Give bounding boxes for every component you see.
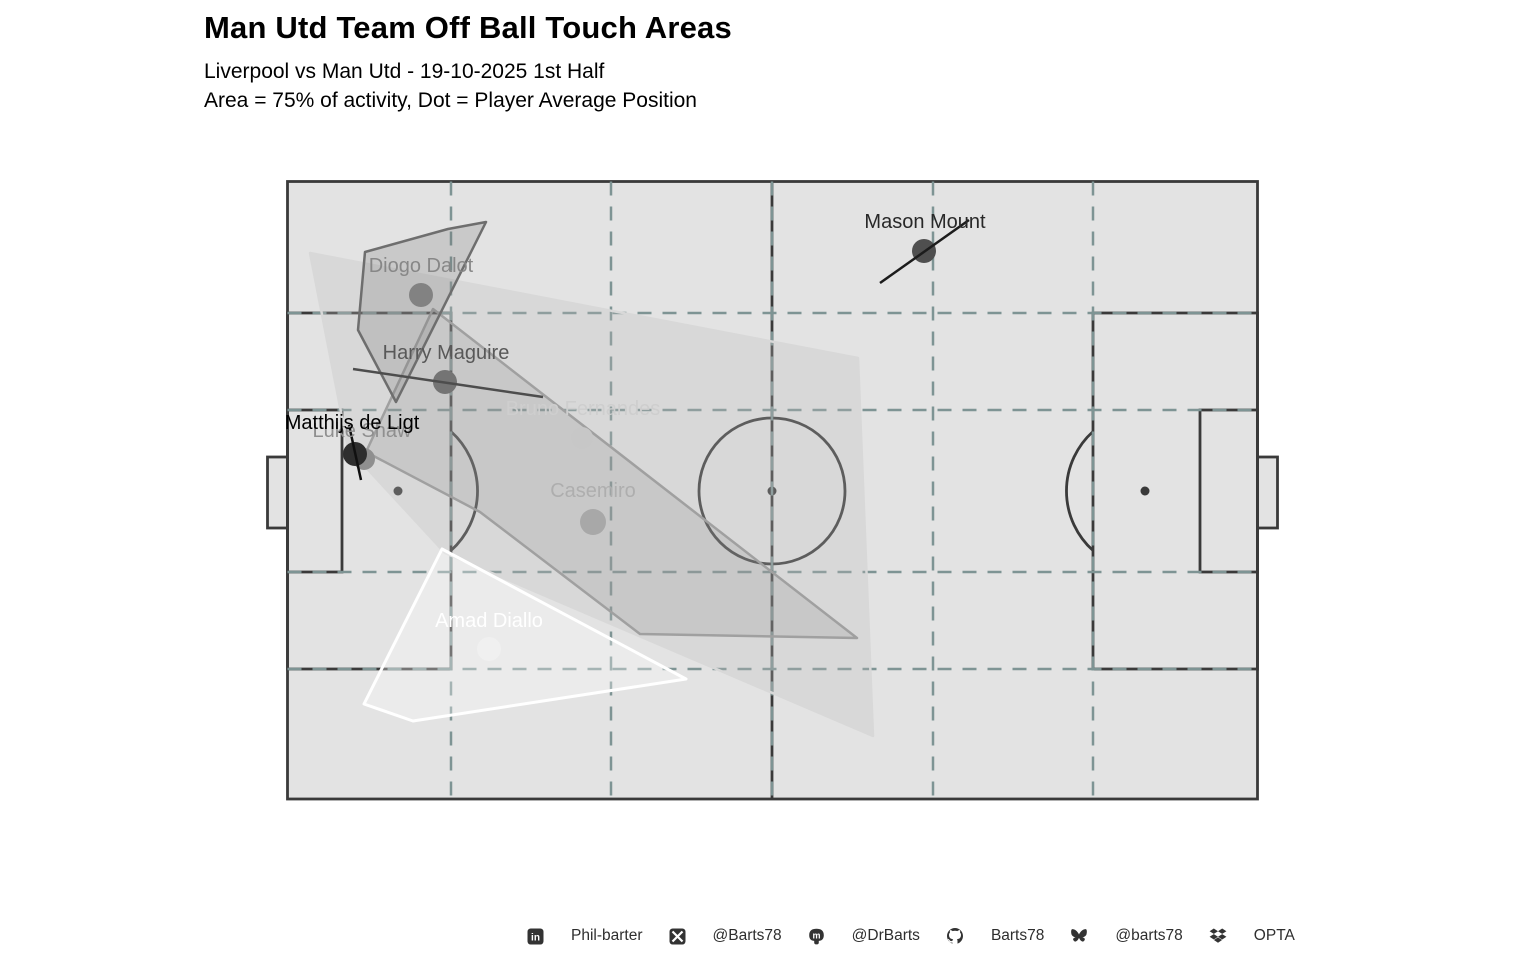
footer-label: @Barts78 bbox=[712, 927, 782, 944]
player-label-matthijs-de-ligt: Matthijs de Ligt bbox=[285, 412, 420, 434]
page-subtitle-match: Liverpool vs Man Utd - 19-10-2025 1st Ha… bbox=[204, 60, 605, 83]
touch-area-amad-diallo bbox=[362, 547, 688, 723]
player-label-harry-maguire: Harry Maguire bbox=[383, 342, 510, 364]
player-label-amad-diallo: Amad Diallo bbox=[435, 610, 543, 632]
footer-item-bluesky: @barts78 bbox=[1070, 927, 1183, 945]
touch-area-diogo-dalot bbox=[356, 220, 488, 404]
six-yard-box-right bbox=[1198, 408, 1259, 574]
penalty-spot-right bbox=[1140, 486, 1150, 496]
footer-item-dropbox: OPTA bbox=[1209, 927, 1295, 945]
x-icon bbox=[669, 928, 685, 944]
player-label-mason-mount: Mason Mount bbox=[864, 211, 986, 233]
footer-label: @barts78 bbox=[1115, 927, 1183, 944]
avg-position-dot-amad-diallo bbox=[477, 637, 501, 661]
footer-item-x: @Barts78 bbox=[669, 927, 782, 945]
footer-item-mastodon: m @DrBarts bbox=[808, 927, 920, 945]
avg-position-dot-casemiro bbox=[580, 509, 606, 535]
github-icon bbox=[946, 928, 963, 944]
dropbox-icon bbox=[1209, 928, 1227, 943]
footer-label: @DrBarts bbox=[851, 927, 920, 944]
touch-line-mason-mount bbox=[879, 218, 970, 285]
player-label-bruno-fernandes: Bruno Fernandes bbox=[506, 398, 661, 420]
page-subtitle-legend: Area = 75% of activity, Dot = Player Ave… bbox=[204, 89, 697, 112]
bluesky-icon bbox=[1071, 929, 1088, 942]
touch-line-harry-maguire bbox=[352, 367, 544, 399]
avg-position-dot-diogo-dalot bbox=[409, 283, 433, 307]
penalty-spot-left bbox=[393, 486, 403, 496]
player-label-casemiro: Casemiro bbox=[550, 480, 636, 502]
mastodon-icon: m bbox=[808, 928, 824, 944]
player-labels: Bruno Fernandes Casemiro Diogo Dalot Amad D… bbox=[285, 211, 986, 632]
player-label-luke-shaw: Luke Shaw bbox=[313, 420, 413, 442]
svg-text:in: in bbox=[531, 932, 540, 943]
goal-right bbox=[1256, 455, 1279, 530]
footer-label: Barts78 bbox=[990, 927, 1045, 944]
footer-item-linkedin: in Phil-barter bbox=[527, 927, 643, 945]
touch-line-matthijs-de-ligt bbox=[347, 424, 363, 481]
player-label-diogo-dalot: Diogo Dalot bbox=[369, 255, 474, 277]
avg-position-dot-bruno-fernandes bbox=[571, 427, 593, 449]
footer-social-bar: in Phil-barter @Barts78 m @DrBarts Barts… bbox=[527, 921, 1295, 951]
footer-label: Phil-barter bbox=[571, 927, 643, 944]
footer-label: OPTA bbox=[1253, 927, 1295, 944]
goal-left bbox=[266, 455, 289, 530]
penalty-arc-left bbox=[450, 430, 479, 552]
footer-item-github: Barts78 bbox=[946, 927, 1044, 945]
penalty-arc-right bbox=[1065, 430, 1094, 552]
player-touch-lines bbox=[347, 218, 970, 481]
svg-text:m: m bbox=[812, 930, 820, 940]
page-title: Man Utd Team Off Ball Touch Areas bbox=[204, 10, 732, 45]
linkedin-icon: in bbox=[527, 928, 544, 944]
touch-area-casemiro bbox=[364, 307, 859, 640]
